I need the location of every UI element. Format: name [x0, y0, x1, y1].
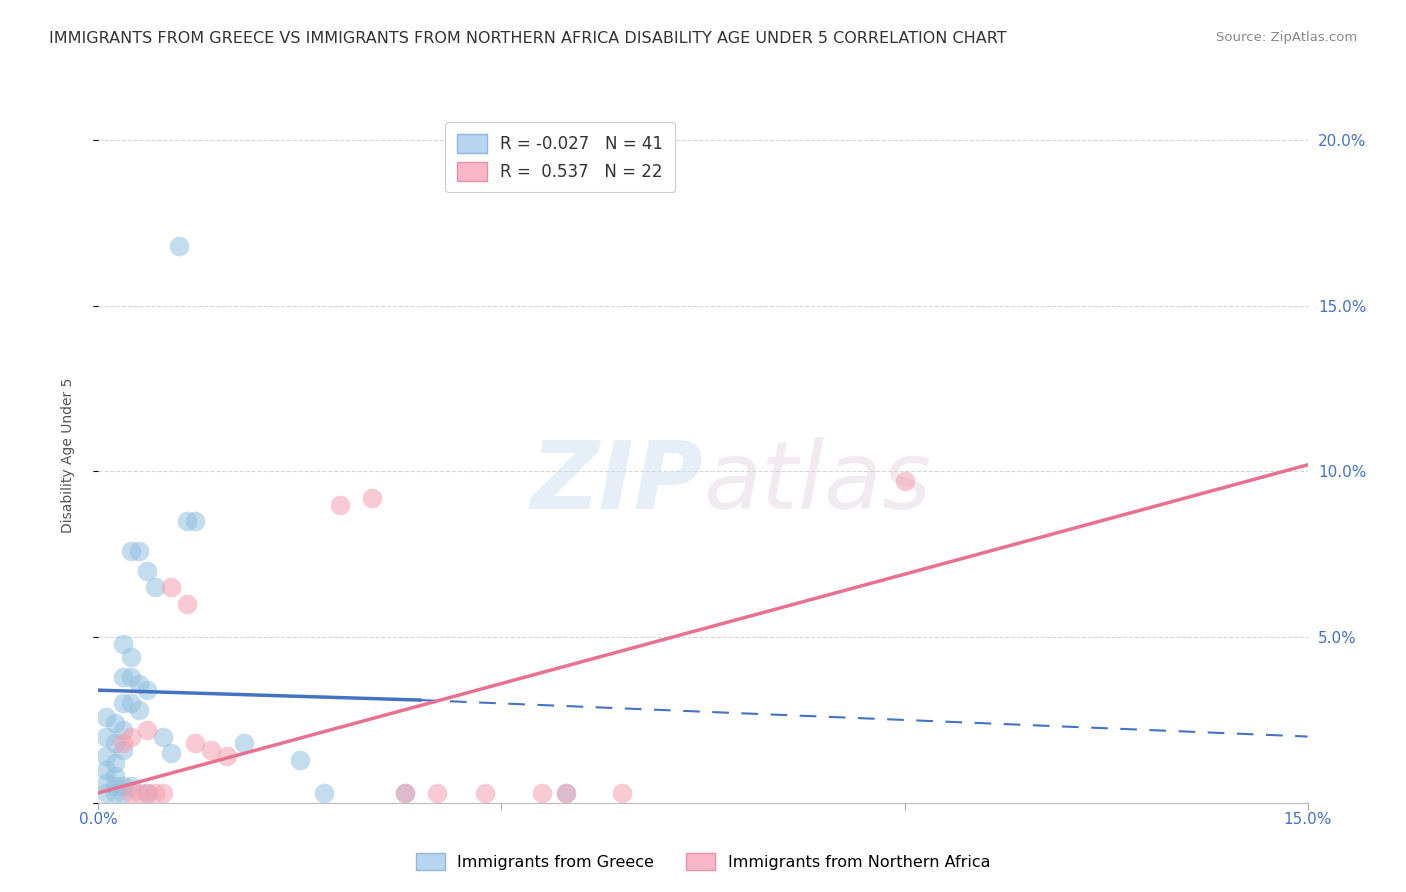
Text: 15.0%: 15.0%	[1284, 812, 1331, 827]
Point	[128, 786, 150, 800]
Point	[96, 749, 118, 764]
Point	[120, 779, 142, 793]
Point	[96, 709, 118, 723]
Point	[160, 746, 183, 760]
Point	[120, 650, 142, 665]
Point	[111, 670, 134, 684]
Point	[120, 670, 142, 684]
Point	[160, 581, 183, 595]
Point	[120, 544, 142, 558]
Point	[111, 786, 134, 800]
Y-axis label: Disability Age Under 5: Disability Age Under 5	[60, 377, 75, 533]
Point	[176, 597, 198, 611]
Point	[120, 786, 142, 800]
Point	[128, 676, 150, 690]
Point	[314, 786, 336, 800]
Point	[176, 514, 198, 528]
Point	[200, 743, 222, 757]
Point	[555, 786, 578, 800]
Point	[893, 475, 915, 489]
Point	[96, 786, 118, 800]
Point	[103, 736, 125, 750]
Point	[143, 581, 166, 595]
Point	[184, 514, 207, 528]
Point	[111, 736, 134, 750]
Point	[217, 749, 239, 764]
Point	[128, 544, 150, 558]
Text: ZIP: ZIP	[530, 437, 703, 529]
Text: IMMIGRANTS FROM GREECE VS IMMIGRANTS FROM NORTHERN AFRICA DISABILITY AGE UNDER 5: IMMIGRANTS FROM GREECE VS IMMIGRANTS FRO…	[49, 31, 1007, 46]
Point	[394, 786, 416, 800]
Point	[135, 723, 157, 737]
Point	[120, 697, 142, 711]
Point	[474, 786, 496, 800]
Point	[111, 779, 134, 793]
Point	[288, 753, 311, 767]
Point	[111, 723, 134, 737]
Point	[152, 730, 174, 744]
Point	[103, 716, 125, 731]
Point	[530, 786, 553, 800]
Point	[96, 730, 118, 744]
Point	[361, 491, 384, 505]
Point	[111, 697, 134, 711]
Point	[128, 703, 150, 717]
Point	[135, 786, 157, 800]
Text: 0.0%: 0.0%	[79, 812, 118, 827]
Point	[152, 786, 174, 800]
Point	[120, 730, 142, 744]
Point	[96, 776, 118, 790]
Legend: R = -0.027   N = 41, R =  0.537   N = 22: R = -0.027 N = 41, R = 0.537 N = 22	[446, 122, 675, 193]
Point	[612, 786, 634, 800]
Point	[96, 763, 118, 777]
Point	[555, 786, 578, 800]
Text: Source: ZipAtlas.com: Source: ZipAtlas.com	[1216, 31, 1357, 45]
Point	[329, 498, 352, 512]
Point	[143, 786, 166, 800]
Text: atlas: atlas	[703, 437, 931, 528]
Point	[135, 786, 157, 800]
Point	[426, 786, 449, 800]
Point	[394, 786, 416, 800]
Point	[103, 756, 125, 770]
Point	[232, 736, 254, 750]
Point	[103, 779, 125, 793]
Point	[111, 637, 134, 651]
Point	[103, 769, 125, 783]
Legend: Immigrants from Greece, Immigrants from Northern Africa: Immigrants from Greece, Immigrants from …	[409, 847, 997, 877]
Point	[103, 786, 125, 800]
Point	[135, 683, 157, 698]
Point	[167, 239, 190, 253]
Point	[135, 564, 157, 578]
Point	[111, 743, 134, 757]
Point	[184, 736, 207, 750]
